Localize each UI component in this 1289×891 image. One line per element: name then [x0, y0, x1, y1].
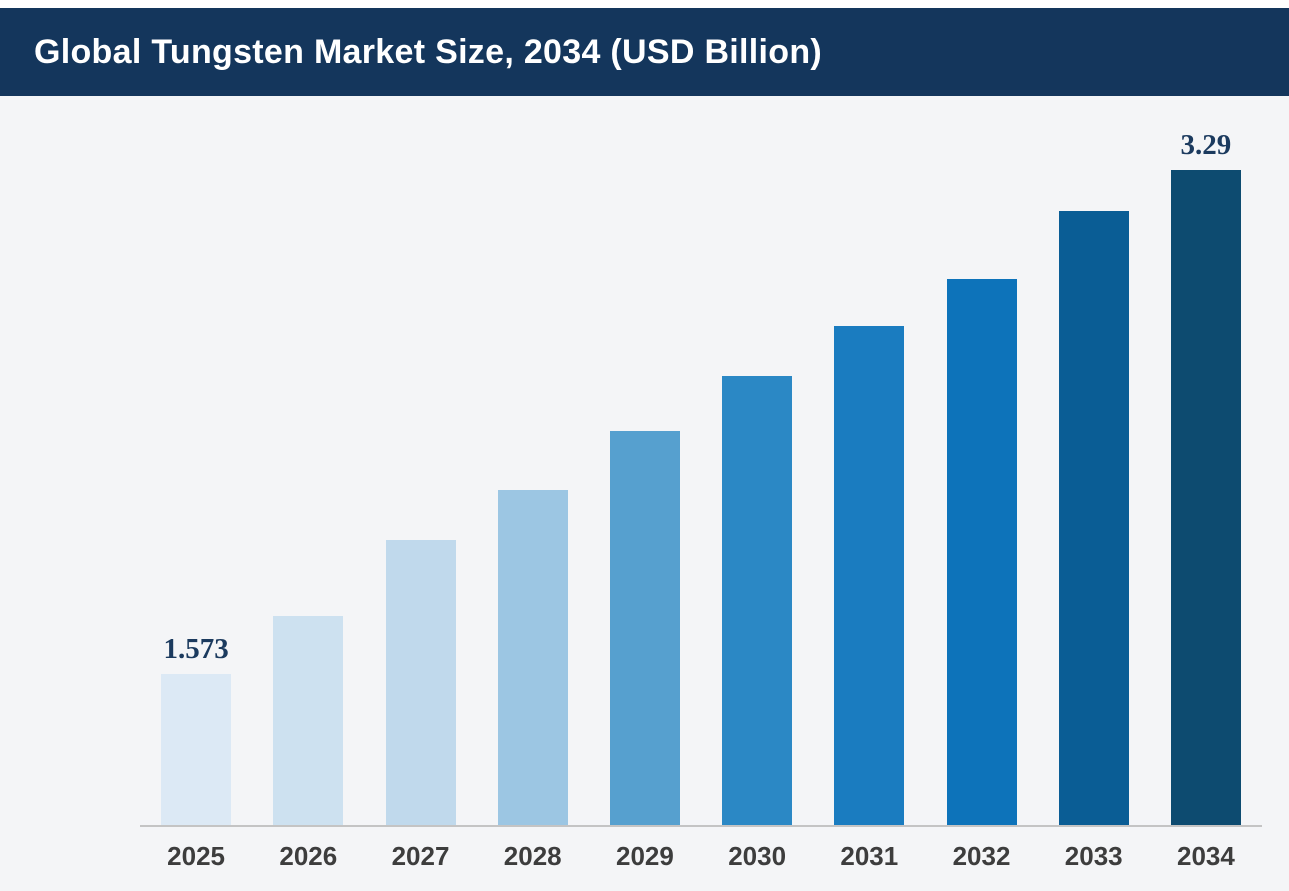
bar-2025	[161, 674, 232, 825]
x-tick-label: 2031	[840, 841, 899, 871]
bar-column	[364, 96, 476, 825]
x-tick-label: 2034	[1177, 841, 1235, 871]
bar-2028	[497, 490, 568, 825]
bar-chart: 1.573 3.29 2025 2026 2027 2028 2029 2030 2031 20…	[140, 96, 1262, 872]
plot-area: 1.573 3.29	[140, 96, 1262, 825]
chart-title-bar: Global Tungsten Market Size, 2034 (USD B…	[0, 8, 1289, 96]
bar-column: 3.29	[1150, 96, 1262, 825]
x-tick-label: 2033	[1064, 841, 1123, 871]
bar-column	[589, 96, 701, 825]
data-label: 3.29	[1180, 129, 1232, 161]
x-tick-label: 2029	[615, 841, 674, 871]
bar-column	[925, 96, 1037, 825]
bar-2033	[1058, 211, 1129, 825]
bar-2027	[385, 540, 456, 825]
bar-column	[477, 96, 589, 825]
bar-column	[1038, 96, 1150, 825]
x-tick-label: 2032	[952, 841, 1011, 871]
data-label: 1.573	[163, 633, 229, 665]
bar-2029	[609, 431, 680, 825]
bar-column	[252, 96, 364, 825]
bar-2030	[722, 376, 793, 825]
x-tick-label: 2030	[728, 841, 787, 871]
bar-column	[813, 96, 925, 825]
bar-column: 1.573	[140, 96, 252, 825]
bar-2032	[946, 279, 1017, 825]
x-tick-label: 2025	[167, 841, 226, 871]
x-tick-label: 2026	[279, 841, 338, 871]
bar-2031	[834, 326, 905, 825]
bar-2026	[273, 616, 344, 825]
x-tick-label: 2028	[503, 841, 562, 871]
chart-title: Global Tungsten Market Size, 2034 (USD B…	[34, 32, 823, 71]
bar-column	[701, 96, 813, 825]
top-margin	[0, 0, 1289, 8]
x-axis-labels: 2025 2026 2027 2028 2029 2030 2031 2032 2033 2034	[140, 825, 1262, 872]
bar-2034	[1170, 170, 1241, 825]
x-tick-label: 2027	[391, 841, 450, 871]
